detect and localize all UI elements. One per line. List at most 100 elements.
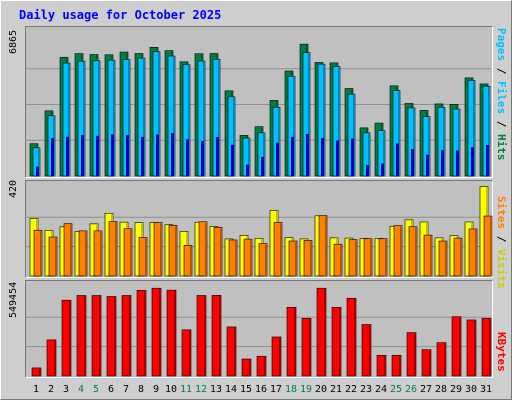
bar-pages-day-8	[141, 136, 144, 176]
day-label-7: 7	[123, 384, 129, 395]
day-label-18: 18	[285, 384, 297, 395]
bar-shade-kbytes-day-8	[144, 291, 146, 376]
bar-pages-day-31	[486, 144, 489, 176]
bar-pages-day-11	[186, 139, 189, 176]
bar-shade-sites-day-9	[160, 223, 162, 276]
bar-pages-day-18	[291, 136, 294, 176]
bar-shade-kbytes-day-28	[444, 343, 446, 376]
bar-shade-files-day-11	[188, 65, 190, 176]
bar-shade-sites-day-7	[130, 229, 132, 276]
bar-shade-kbytes-day-14	[234, 327, 236, 376]
bar-shade-sites-day-25	[400, 226, 402, 276]
bar-shade-files-day-26	[413, 108, 415, 176]
bar-shade-files-day-14	[233, 97, 235, 176]
day-label-28: 28	[435, 384, 447, 395]
bar-pages-day-26	[411, 149, 414, 176]
day-label-8: 8	[138, 384, 144, 395]
bar-shade-sites-day-5	[100, 231, 102, 276]
bar-pages-day-19	[306, 133, 309, 176]
bar-pages-day-28	[441, 150, 444, 176]
bar-pages-day-7	[126, 135, 129, 176]
bar-shade-kbytes-day-17	[279, 337, 281, 376]
bar-shade-files-day-22	[353, 95, 355, 176]
bar-shade-kbytes-day-1	[39, 368, 41, 376]
bar-shade-kbytes-day-30	[474, 320, 476, 376]
bar-shade-files-day-25	[398, 91, 400, 176]
bar-shade-files-day-21	[338, 67, 340, 176]
day-label-30: 30	[465, 384, 477, 395]
day-label-23: 23	[360, 384, 372, 395]
bar-shade-sites-day-27	[430, 236, 432, 276]
day-label-4: 4	[78, 384, 84, 395]
bar-shade-files-day-17	[278, 108, 280, 176]
bar-pages-day-14	[231, 144, 234, 176]
bar-shade-files-day-31	[488, 87, 490, 176]
bar-shade-files-day-24	[383, 131, 385, 176]
bar-shade-sites-day-24	[385, 239, 387, 276]
day-label-11: 11	[180, 384, 192, 395]
bar-shade-sites-day-1	[40, 231, 42, 276]
bar-shade-kbytes-day-24	[384, 356, 386, 376]
day-label-29: 29	[450, 384, 462, 395]
bar-pages-day-1	[36, 166, 39, 176]
day-label-10: 10	[165, 384, 177, 395]
bar-shade-sites-day-8	[145, 238, 147, 276]
bar-shade-sites-day-28	[445, 242, 447, 276]
bar-pages-day-24	[381, 163, 384, 176]
day-label-22: 22	[345, 384, 357, 395]
bar-shade-kbytes-day-25	[399, 356, 401, 376]
bar-shade-files-day-18	[293, 77, 295, 176]
day-label-1: 1	[33, 384, 39, 395]
bar-shade-sites-day-30	[475, 229, 477, 276]
bar-shade-files-day-9	[158, 52, 160, 177]
bar-shade-sites-day-26	[415, 227, 417, 276]
bar-shade-sites-day-15	[250, 240, 252, 276]
bar-shade-kbytes-day-3	[69, 301, 71, 376]
bar-pages-day-4	[81, 135, 84, 176]
bar-shade-kbytes-day-21	[339, 308, 341, 376]
bar-pages-day-27	[426, 154, 429, 176]
bar-pages-day-23	[366, 165, 369, 176]
bar-pages-day-25	[396, 143, 399, 176]
day-label-6: 6	[108, 384, 114, 395]
day-label-27: 27	[420, 384, 432, 395]
bar-pages-day-5	[96, 135, 99, 176]
bar-shade-files-day-23	[368, 133, 370, 176]
bar-shade-files-day-13	[218, 60, 220, 176]
bar-shade-kbytes-day-4	[84, 296, 86, 376]
bar-shade-files-day-27	[428, 117, 430, 176]
bar-shade-files-day-6	[113, 61, 115, 176]
day-label-17: 17	[270, 384, 282, 395]
day-label-16: 16	[255, 384, 267, 395]
bar-shade-sites-day-4	[85, 231, 87, 276]
bar-shade-files-day-12	[203, 62, 205, 176]
bar-shade-kbytes-day-12	[204, 296, 206, 376]
bar-shade-kbytes-day-22	[354, 299, 356, 376]
bar-shade-files-day-28	[443, 108, 445, 176]
day-label-20: 20	[315, 384, 327, 395]
bar-shade-kbytes-day-29	[459, 317, 461, 376]
bar-pages-day-6	[111, 134, 114, 176]
bar-pages-day-22	[351, 138, 354, 176]
day-label-13: 13	[210, 384, 222, 395]
bar-shade-kbytes-day-13	[219, 296, 221, 376]
bar-pages-day-16	[261, 156, 264, 176]
bar-shade-kbytes-day-26	[414, 333, 416, 376]
bar-shade-sites-day-29	[460, 239, 462, 276]
bar-shade-kbytes-day-11	[189, 330, 191, 376]
day-label-3: 3	[63, 384, 69, 395]
bar-shade-kbytes-day-20	[324, 289, 326, 376]
bar-shade-sites-day-21	[340, 245, 342, 276]
bar-shade-sites-day-16	[265, 244, 267, 276]
bar-pages-day-3	[66, 136, 69, 176]
bar-shade-sites-day-11	[190, 246, 192, 276]
bar-shade-sites-day-17	[280, 223, 282, 276]
bar-pages-day-2	[51, 138, 54, 176]
bar-shade-kbytes-day-9	[159, 289, 161, 376]
bar-shade-files-day-7	[128, 60, 130, 176]
bar-shade-sites-day-18	[295, 242, 297, 276]
bar-shade-kbytes-day-19	[309, 319, 311, 376]
bar-shade-sites-day-2	[55, 238, 57, 276]
bar-shade-kbytes-day-5	[99, 296, 101, 376]
